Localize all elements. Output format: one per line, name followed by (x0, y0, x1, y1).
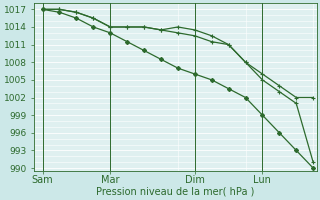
X-axis label: Pression niveau de la mer( hPa ): Pression niveau de la mer( hPa ) (96, 187, 254, 197)
